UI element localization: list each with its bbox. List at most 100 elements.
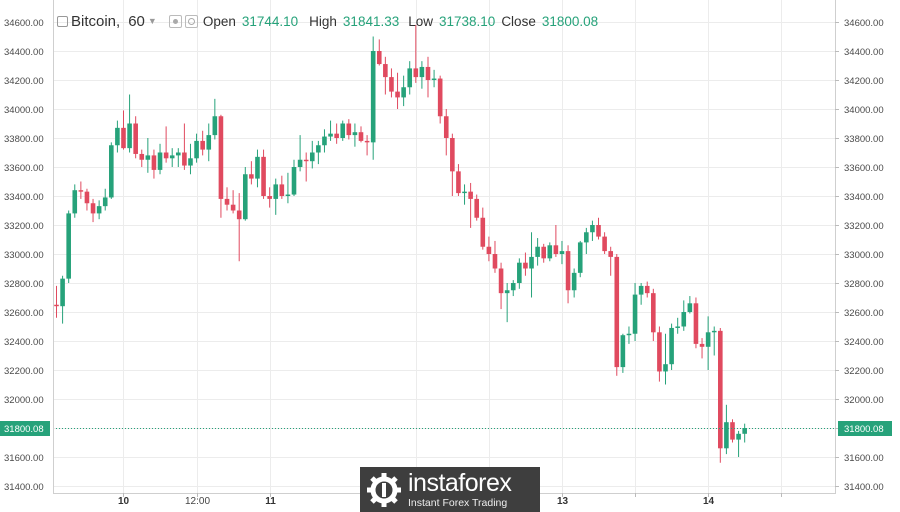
candle-body <box>663 364 668 372</box>
candle-body <box>553 245 559 254</box>
candle <box>206 123 212 162</box>
candle <box>218 114 224 218</box>
candle <box>322 129 327 153</box>
candle <box>718 327 723 463</box>
candle <box>334 123 339 144</box>
candle <box>456 164 461 196</box>
collapse-legend-button[interactable] <box>57 15 68 27</box>
candle <box>651 288 656 341</box>
chevron-down-icon[interactable]: ▼ <box>147 16 157 26</box>
resolution-label[interactable]: 60 <box>128 12 145 30</box>
candle-body <box>188 158 193 166</box>
candle <box>687 296 693 314</box>
y-tick-label-left: 33800.00 <box>4 134 44 145</box>
candle <box>565 245 571 304</box>
eye-icon[interactable] <box>168 14 182 28</box>
candle-body <box>139 153 145 160</box>
candle <box>376 39 382 66</box>
y-tick-label-left: 33400.00 <box>4 192 44 203</box>
candle-body <box>261 156 266 196</box>
candle <box>60 275 65 324</box>
candle-body <box>437 78 443 117</box>
candle <box>559 240 565 265</box>
candle-body <box>669 327 674 365</box>
candle <box>145 138 151 173</box>
candle-body <box>620 335 626 368</box>
candle <box>309 140 315 169</box>
candle-body <box>285 194 291 196</box>
candle-body <box>279 184 285 196</box>
candle-body <box>456 171 461 194</box>
candle-body <box>358 132 364 141</box>
candle <box>84 188 90 211</box>
y-tick-label-right: 32400.00 <box>844 337 884 348</box>
y-tick-label-left: 32600.00 <box>4 308 44 319</box>
candles <box>54 24 747 463</box>
candle <box>163 126 169 163</box>
candle-body <box>316 145 321 153</box>
y-tick-label-right: 32600.00 <box>844 308 884 319</box>
candle <box>462 184 467 205</box>
candle <box>279 175 285 199</box>
right-price-axis[interactable]: 31400.0031600.0031800.0032000.0032200.00… <box>835 18 884 493</box>
candle <box>584 227 589 254</box>
high-value: 31841.33 <box>342 13 400 29</box>
candle-body <box>443 116 449 138</box>
candle-body <box>480 217 486 247</box>
candle <box>102 188 108 211</box>
candle-body <box>84 191 90 204</box>
candle <box>303 152 309 182</box>
candle <box>486 236 492 262</box>
left-price-axis[interactable]: 31400.0031600.0031800.0032000.0032200.00… <box>4 18 44 493</box>
candle <box>535 238 540 266</box>
candle-body <box>115 127 120 146</box>
candle-body <box>450 138 455 172</box>
candle-body <box>535 246 540 257</box>
candle <box>669 323 674 370</box>
candle-body <box>468 191 473 199</box>
candle-body <box>584 232 589 243</box>
candle-body <box>60 278 65 307</box>
candle-body <box>249 174 254 179</box>
candle-body <box>328 133 333 137</box>
last-price-badges: 31800.08 31800.08 <box>0 421 892 436</box>
candle-body <box>498 268 504 294</box>
candle <box>401 75 406 107</box>
candle-body <box>407 68 413 88</box>
candle <box>474 194 480 221</box>
x-tick-label: 14 <box>703 496 715 507</box>
y-tick-label-left: 32800.00 <box>4 279 44 290</box>
candle-body <box>194 140 199 159</box>
candle <box>644 281 650 298</box>
candle <box>261 149 266 199</box>
close-value: 31800.08 <box>541 13 599 29</box>
candle <box>121 110 126 150</box>
candle-body <box>212 116 218 136</box>
candle-body <box>218 116 224 199</box>
y-tick-label-right: 33400.00 <box>844 192 884 203</box>
gear-icon[interactable] <box>184 14 198 28</box>
logo-gear-icon <box>367 472 401 507</box>
candle <box>590 220 595 241</box>
candle <box>78 181 84 199</box>
y-tick-label-left: 31400.00 <box>4 482 44 493</box>
candle <box>724 404 729 455</box>
candle-body <box>389 77 394 92</box>
open-label: Open <box>202 13 236 29</box>
candle <box>200 130 205 156</box>
candle-body <box>602 236 607 252</box>
time-axis[interactable]: 10 12:00 11 13 14 <box>118 493 782 507</box>
candle <box>72 184 78 218</box>
candle <box>328 120 333 141</box>
last-price-badge-right <box>838 421 892 436</box>
candle <box>109 142 114 199</box>
candle-body <box>419 66 425 78</box>
candle-body <box>705 332 711 347</box>
y-tick-label-left: 33600.00 <box>4 163 44 174</box>
symbol-name[interactable]: Bitcoin, <box>71 12 121 30</box>
candle <box>291 159 297 196</box>
candle <box>626 326 632 344</box>
candle-body <box>644 285 650 294</box>
candle <box>236 193 242 262</box>
